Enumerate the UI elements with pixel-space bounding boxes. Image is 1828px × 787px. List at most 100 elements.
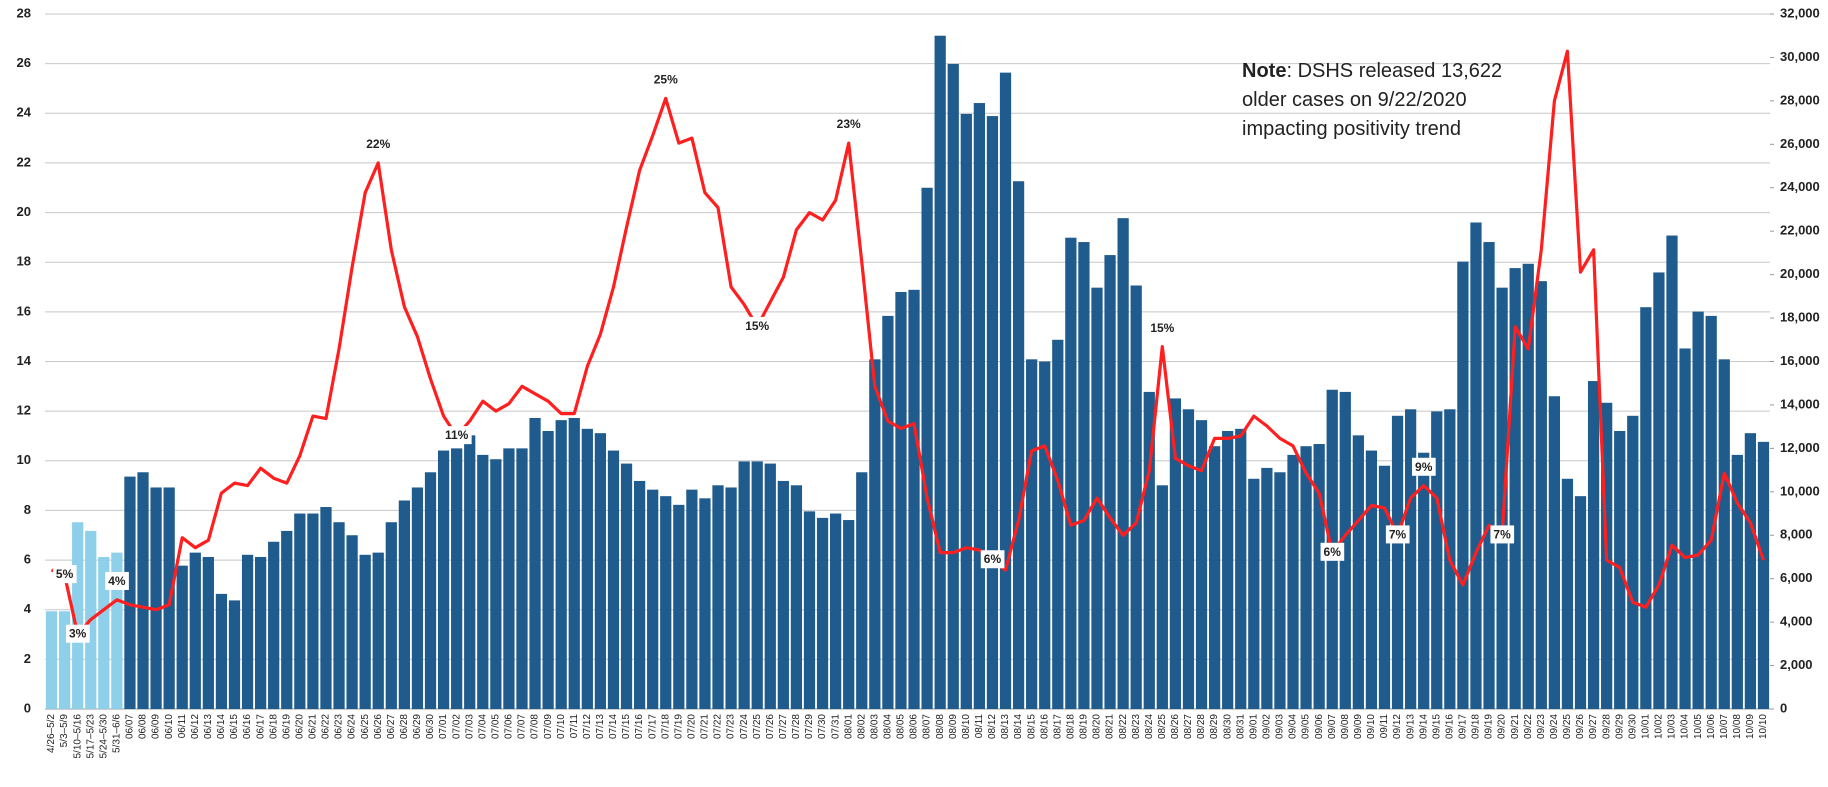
x-tick-label: 07/17 xyxy=(647,714,658,739)
bar xyxy=(1418,452,1430,709)
data-label-group: 5% xyxy=(52,565,77,584)
x-tick-label: 06/29 xyxy=(412,714,423,739)
x-tick-label: 08/21 xyxy=(1105,714,1116,739)
bar xyxy=(307,513,319,709)
bar xyxy=(764,463,776,709)
bar xyxy=(999,72,1012,709)
x-tick-label: 09/13 xyxy=(1405,714,1416,739)
x-tick-label: 09/24 xyxy=(1549,714,1560,739)
bar xyxy=(1744,433,1757,709)
bar xyxy=(1313,444,1325,709)
y-tick-label: 6 xyxy=(24,552,31,567)
bar xyxy=(1548,396,1560,709)
x-tick-label: 06/07 xyxy=(125,714,136,739)
x-tick-label: 5/10–5/16 xyxy=(72,714,83,759)
x-tick-label: 08/22 xyxy=(1118,714,1129,739)
y2-tick-label: 12,000 xyxy=(1780,440,1820,455)
data-label-box xyxy=(65,624,90,643)
x-tick-label: 10/05 xyxy=(1693,714,1704,739)
x-tick-label: 09/14 xyxy=(1418,714,1429,739)
bar xyxy=(921,187,933,709)
bar xyxy=(320,507,332,709)
bar xyxy=(843,520,855,709)
y2-tick-label: 26,000 xyxy=(1780,136,1820,151)
data-label-box xyxy=(1385,525,1410,544)
x-tick-label: 07/08 xyxy=(530,714,541,739)
x-tick-label: 09/01 xyxy=(1248,714,1259,739)
x-tick-label: 09/17 xyxy=(1458,714,1469,739)
y-tick-label: 20 xyxy=(17,204,31,219)
x-tick-label: 07/03 xyxy=(464,714,475,739)
bar xyxy=(255,556,267,709)
y-tick-label: 12 xyxy=(17,403,31,418)
bar xyxy=(385,522,397,709)
grid xyxy=(45,13,1770,710)
x-tick-label: 06/11 xyxy=(177,714,188,739)
bar xyxy=(1195,420,1208,709)
bar xyxy=(1208,446,1221,709)
line xyxy=(50,49,1766,637)
x-tick-label: 09/06 xyxy=(1314,714,1325,739)
bar xyxy=(1274,472,1286,709)
bar xyxy=(1339,391,1351,709)
bar xyxy=(215,593,228,709)
data-label-group: 6% xyxy=(1320,542,1345,561)
bar xyxy=(1574,496,1587,709)
x-tick-label: 08/27 xyxy=(1183,714,1194,739)
y-tick-label: 24 xyxy=(17,105,32,120)
x-tick-label: 09/19 xyxy=(1484,714,1495,739)
x-tick-label: 08/03 xyxy=(869,714,880,739)
bar xyxy=(1117,218,1129,709)
x-tick-label: 09/26 xyxy=(1575,714,1586,739)
data-label-box xyxy=(833,115,865,134)
x-tick-label: 4/26–5/2 xyxy=(46,714,57,753)
x-tick-label: 10/03 xyxy=(1667,714,1678,739)
x-tick-label: 07/01 xyxy=(438,714,449,739)
x-tick-label: 08/25 xyxy=(1157,714,1168,739)
x-tick-label: 07/29 xyxy=(804,714,815,739)
data-label: 6% xyxy=(1324,545,1342,559)
bar xyxy=(1182,409,1195,709)
data-label-group: 9% xyxy=(1412,457,1436,476)
x-tick-label: 09/28 xyxy=(1601,714,1612,739)
x-tick-label: 08/29 xyxy=(1209,714,1220,739)
data-label-box xyxy=(1320,542,1345,561)
data-label: 11% xyxy=(445,428,469,442)
data-label-box xyxy=(650,70,682,89)
y-tick-label: 14 xyxy=(17,353,32,368)
data-label: 4% xyxy=(108,574,126,588)
bar xyxy=(1405,409,1417,709)
x-tick-label: 09/18 xyxy=(1471,714,1482,739)
bar xyxy=(1026,359,1038,709)
x-tick-label: 06/22 xyxy=(321,714,332,739)
y2-tick-label: 2,000 xyxy=(1780,657,1813,672)
x-tick-label: 06/08 xyxy=(138,714,149,739)
x-tick-label: 09/30 xyxy=(1627,714,1638,739)
bar xyxy=(1352,435,1364,709)
y2-tick-label: 0 xyxy=(1780,700,1787,715)
y2-tick-label: 10,000 xyxy=(1780,483,1820,498)
x-tick-label: 09/12 xyxy=(1392,714,1403,739)
bar xyxy=(1300,446,1312,709)
data-label-group: 22% xyxy=(363,135,394,154)
x-tick-label: 09/04 xyxy=(1288,714,1299,739)
x-tick-label: 08/09 xyxy=(948,714,959,739)
x-tick-label: 07/10 xyxy=(556,714,567,739)
x-tick-label: 06/26 xyxy=(373,714,384,739)
x-tick-label: 09/03 xyxy=(1275,714,1286,739)
bar xyxy=(490,459,502,709)
bar xyxy=(973,103,985,709)
bar xyxy=(189,552,201,709)
bar xyxy=(346,535,358,709)
bar xyxy=(1156,485,1168,709)
y-tick-label: 2 xyxy=(24,651,31,666)
bar xyxy=(1235,428,1247,709)
x-tick-label: 07/12 xyxy=(582,714,593,739)
bar xyxy=(98,556,110,709)
x-tick-label: 5/3–5/9 xyxy=(59,714,70,748)
x-tick-label: 09/25 xyxy=(1562,714,1573,739)
x-tick-label: 09/09 xyxy=(1353,714,1364,739)
bar xyxy=(1431,411,1443,709)
bar xyxy=(1039,361,1051,709)
